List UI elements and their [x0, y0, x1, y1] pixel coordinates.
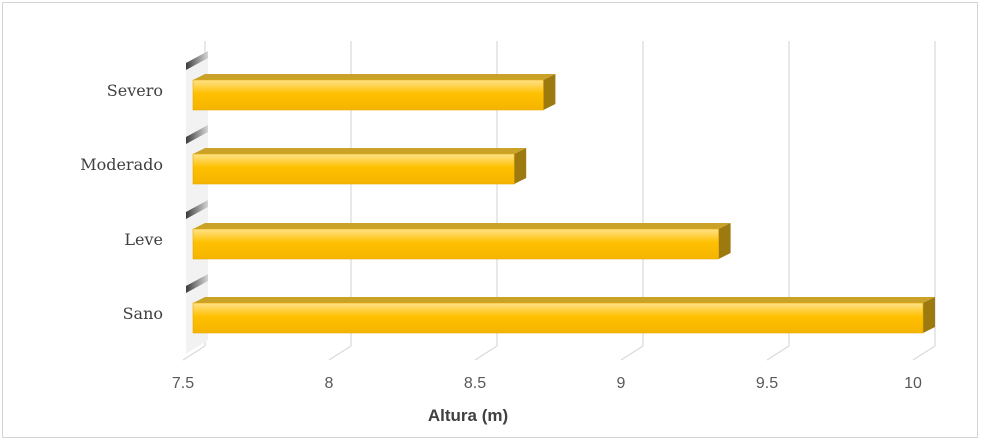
- bar-top-severo: [193, 74, 556, 80]
- bar-side-severo: [543, 74, 556, 110]
- bar-top-sano: [193, 297, 935, 303]
- gridline-floor-1: [328, 345, 352, 361]
- category-label-moderado: Moderado: [80, 155, 163, 174]
- bar-severo: [192, 79, 544, 111]
- category-label-severo: Severo: [107, 81, 163, 100]
- x-tick-label-0: 7.5: [172, 375, 194, 392]
- category-axis-wall: [186, 51, 208, 354]
- gridline-floor-5: [912, 345, 936, 361]
- bar-side-leve: [718, 223, 731, 259]
- bar-top-moderado: [193, 148, 527, 154]
- bar-side-moderado: [514, 148, 527, 184]
- bar-side-sano: [923, 297, 935, 333]
- axis-wall-stripe-1: [186, 125, 208, 144]
- x-tick-label-5: 10: [904, 375, 922, 392]
- category-label-leve: Leve: [124, 230, 163, 249]
- chart-frame: Severo Moderado Leve Sano 7.5 8 8.5 9 9.5 10 Altu…: [2, 2, 978, 438]
- bar-top-leve: [193, 223, 731, 229]
- x-tick-label-2: 8.5: [464, 375, 486, 392]
- x-tick-label-4: 9.5: [756, 375, 778, 392]
- gridline-floor-3: [620, 345, 644, 361]
- axis-wall-stripe-0: [186, 51, 208, 70]
- bar-leve: [192, 228, 719, 260]
- bar-moderado: [192, 153, 515, 185]
- axis-labels: Severo Moderado Leve Sano 7.5 8 8.5 9 9.5 10: [80, 81, 922, 392]
- x-axis-title: Altura (m): [428, 406, 508, 425]
- axis-wall-stripe-2: [186, 200, 208, 219]
- x-tick-label-1: 8: [325, 375, 334, 392]
- gridline-floor-4: [766, 345, 790, 361]
- x-tick-label-3: 9: [617, 375, 626, 392]
- bars: [192, 74, 935, 334]
- gridline-floor-0: [182, 345, 206, 361]
- axis-wall-stripe-3: [186, 274, 208, 293]
- category-label-sano: Sano: [123, 304, 163, 323]
- bar-chart: Severo Moderado Leve Sano 7.5 8 8.5 9 9.5 10 Altu…: [80, 41, 936, 425]
- bar-sano: [192, 302, 924, 334]
- gridline-floor-2: [474, 345, 498, 361]
